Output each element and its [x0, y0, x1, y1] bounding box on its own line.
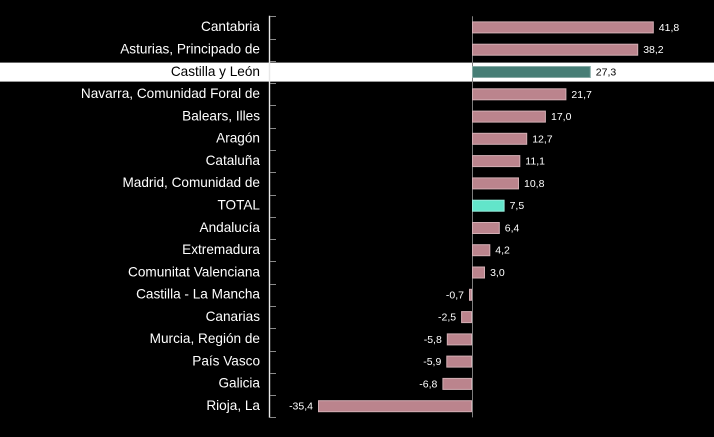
- svg-text:11,1: 11,1: [525, 156, 545, 168]
- svg-text:-2,5: -2,5: [438, 312, 456, 324]
- svg-text:7,5: 7,5: [510, 200, 525, 212]
- svg-text:12,7: 12,7: [532, 133, 553, 145]
- svg-text:-35,4: -35,4: [289, 401, 313, 413]
- svg-text:41,8: 41,8: [659, 22, 680, 34]
- svg-text:Andalucía: Andalucía: [200, 220, 261, 235]
- svg-text:10,8: 10,8: [524, 178, 545, 190]
- svg-text:Canarias: Canarias: [206, 309, 261, 324]
- svg-text:17,0: 17,0: [551, 111, 572, 123]
- svg-text:-5,9: -5,9: [423, 356, 441, 368]
- svg-text:Extremadura: Extremadura: [182, 242, 260, 257]
- svg-text:-6,8: -6,8: [419, 378, 437, 390]
- svg-text:38,2: 38,2: [643, 44, 664, 56]
- svg-text:-5,8: -5,8: [424, 334, 442, 346]
- svg-text:Comunitat Valenciana: Comunitat Valenciana: [128, 264, 260, 279]
- svg-text:Balears, Illes: Balears, Illes: [182, 108, 260, 123]
- svg-text:Galicia: Galicia: [218, 376, 260, 391]
- svg-text:País Vasco: País Vasco: [192, 353, 260, 368]
- svg-text:27,3: 27,3: [596, 67, 617, 79]
- svg-text:TOTAL: TOTAL: [217, 198, 260, 213]
- svg-text:4,2: 4,2: [495, 245, 510, 257]
- svg-text:21,7: 21,7: [571, 89, 592, 101]
- svg-text:Aragón: Aragón: [216, 131, 260, 146]
- svg-text:Navarra, Comunidad Foral de: Navarra, Comunidad Foral de: [81, 86, 260, 101]
- svg-text:Cantabria: Cantabria: [201, 19, 260, 34]
- svg-text:Rioja, La: Rioja, La: [206, 398, 260, 413]
- svg-text:Madrid, Comunidad de: Madrid, Comunidad de: [122, 175, 260, 190]
- svg-text:Asturias, Principado de: Asturias, Principado de: [120, 42, 260, 57]
- svg-text:Cataluña: Cataluña: [206, 153, 261, 168]
- svg-text:-0,7: -0,7: [446, 289, 464, 301]
- svg-text:6,4: 6,4: [505, 223, 520, 235]
- svg-text:Murcia, Región de: Murcia, Región de: [150, 331, 260, 346]
- svg-text:3,0: 3,0: [490, 267, 505, 279]
- svg-text:Castilla - La Mancha: Castilla - La Mancha: [136, 287, 260, 302]
- svg-text:Castilla y León: Castilla y León: [171, 64, 260, 79]
